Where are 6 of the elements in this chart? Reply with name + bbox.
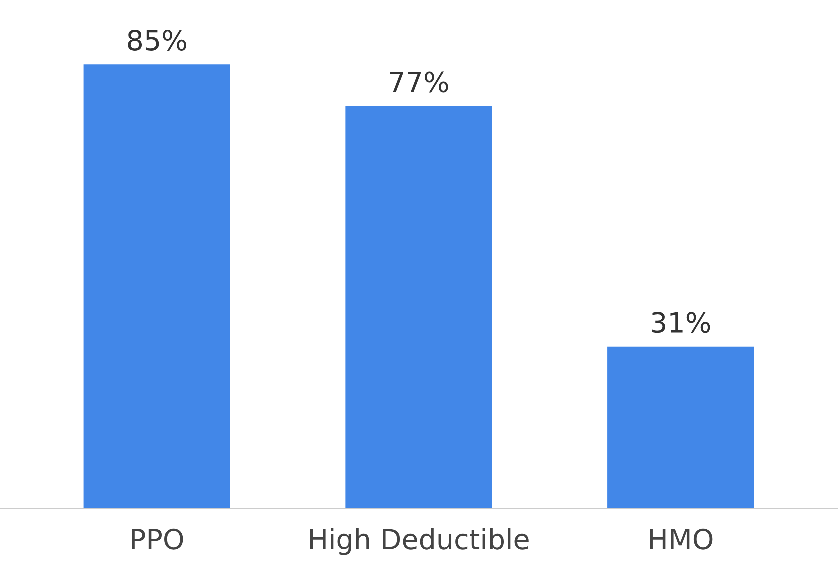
data-label: 77%	[390, 72, 448, 93]
x-tick-label: High Deductible	[310, 528, 529, 556]
data-label: 85%	[128, 30, 186, 51]
x-tick-label: HMO	[650, 528, 713, 550]
data-label: 31%	[652, 312, 710, 334]
x-tick-label: PPO	[132, 528, 184, 550]
